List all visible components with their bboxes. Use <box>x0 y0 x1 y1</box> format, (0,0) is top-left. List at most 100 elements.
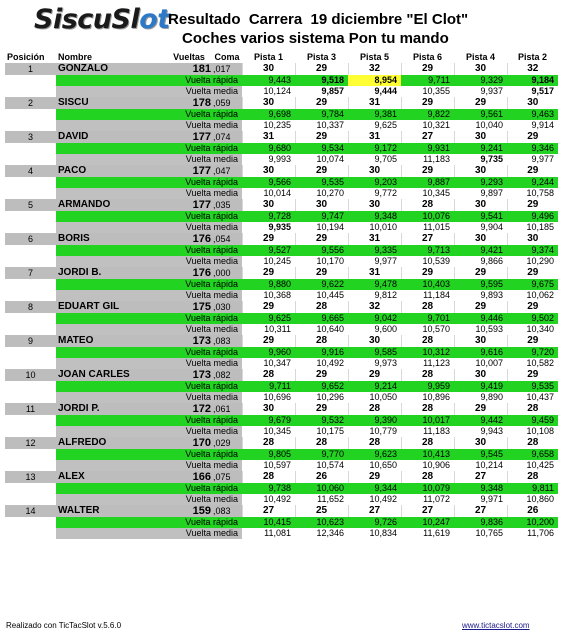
driver-laps-fraction: ,059 <box>212 97 242 109</box>
average-lap-row: Vuelta media 10,368 10,445 9,812 11,184 9,893… <box>5 290 558 301</box>
lane-laps-cell: 28 <box>400 471 454 483</box>
driver-laps-fraction: ,054 <box>212 233 242 245</box>
driver-position: 2 <box>5 97 56 109</box>
driver-laps: 173 <box>166 369 212 381</box>
lane-laps-cell: 30 <box>453 199 507 211</box>
lane-laps-cell: 29 <box>506 335 558 347</box>
average-lap-cell: 10,593 <box>454 324 507 335</box>
average-lap-cell: 9,935 <box>242 222 295 233</box>
driver-position: 8 <box>5 301 56 313</box>
fast-lap-label: Vuelta rápida <box>56 279 242 290</box>
fast-lap-cell: 9,443 <box>242 75 295 86</box>
average-lap-cell: 10,050 <box>348 392 401 403</box>
driver-name: JORDI P. <box>56 403 166 415</box>
row-spacer <box>5 460 56 471</box>
lane-laps-cell: 28 <box>400 403 454 415</box>
fast-lap-cell: 9,711 <box>242 381 295 392</box>
average-lap-cell: 10,765 <box>454 528 507 539</box>
lane-laps-cell: 29 <box>294 97 348 109</box>
footer-link[interactable]: www.tictacslot.com <box>462 621 530 630</box>
average-lap-cell: 10,640 <box>295 324 348 335</box>
driver-laps: 176 <box>166 267 212 279</box>
fast-lap-label: Vuelta rápida <box>56 415 242 426</box>
average-lap-cell: 10,311 <box>242 324 295 335</box>
row-spacer <box>5 279 56 290</box>
fast-lap-cell: 9,675 <box>507 279 558 290</box>
lane-laps-cell: 27 <box>453 505 507 517</box>
fast-lap-cell: 9,887 <box>401 177 454 188</box>
row-spacer <box>5 177 56 188</box>
lane-laps-cell: 28 <box>294 437 348 449</box>
average-lap-row: Vuelta media 10,014 10,270 9,772 10,345 9,897… <box>5 188 558 199</box>
lane-laps-cell: 32 <box>347 301 401 313</box>
fast-lap-label: Vuelta rápida <box>56 347 242 358</box>
driver-row: 14 WALTER 159,083 27 25 27 27 27 26 <box>5 505 558 517</box>
col-header-lane-2: Pista 3 <box>306 52 337 62</box>
lane-laps-cell: 30 <box>453 63 507 75</box>
driver-laps-fraction: ,017 <box>212 63 242 75</box>
fast-lap-cell: 9,348 <box>454 483 507 494</box>
fast-lap-cell: 9,811 <box>507 483 558 494</box>
fast-lap-cell: 10,312 <box>401 347 454 358</box>
driver-row: 2 SISCU 178,059 30 29 31 29 29 30 <box>5 97 558 109</box>
average-lap-row: Vuelta media 10,492 11,652 10,492 11,072 9,97… <box>5 494 558 505</box>
average-lap-cell: 10,347 <box>242 358 295 369</box>
row-spacer <box>5 222 56 233</box>
row-spacer <box>5 483 56 494</box>
driver-laps: 173 <box>166 335 212 347</box>
lane-laps-cell: 29 <box>294 267 348 279</box>
lane-laps-cell: 26 <box>294 471 348 483</box>
lane-laps-cell: 27 <box>400 505 454 517</box>
driver-position: 5 <box>5 199 56 211</box>
average-lap-cell: 9,897 <box>454 188 507 199</box>
average-lap-cell: 10,445 <box>295 290 348 301</box>
lane-laps-cell: 29 <box>294 63 348 75</box>
fast-lap-row: Vuelta rápida 9,960 9,916 9,585 10,312 9,616 9… <box>5 347 558 358</box>
average-lap-cell: 9,772 <box>348 188 401 199</box>
driver-laps: 170 <box>166 437 212 449</box>
average-lap-cell: 10,014 <box>242 188 295 199</box>
lane-laps-cell: 25 <box>294 505 348 517</box>
lane-laps-cell: 29 <box>241 301 295 313</box>
driver-position: 11 <box>5 403 56 415</box>
fast-lap-row: Vuelta rápida 10,415 10,623 9,726 10,247 9,83… <box>5 517 558 528</box>
average-lap-row: Vuelta media 10,347 10,492 9,973 11,123 10,00… <box>5 358 558 369</box>
lane-laps-cell: 30 <box>506 233 558 245</box>
lane-laps-cell: 31 <box>347 131 401 143</box>
driver-laps-fraction: ,030 <box>212 301 242 313</box>
lane-laps-cell: 29 <box>400 97 454 109</box>
driver-laps: 166 <box>166 471 212 483</box>
lane-laps-cell: 29 <box>453 301 507 313</box>
fast-lap-cell: 9,679 <box>242 415 295 426</box>
fast-lap-cell: 9,241 <box>454 143 507 154</box>
fast-lap-cell: 9,335 <box>348 245 401 256</box>
average-lap-cell: 10,860 <box>507 494 558 505</box>
driver-name: ALEX <box>56 471 166 483</box>
fast-lap-row: Vuelta rápida 9,698 9,784 9,381 9,822 9,561 9,… <box>5 109 558 120</box>
fast-lap-cell: 9,960 <box>242 347 295 358</box>
average-lap-cell: 9,914 <box>507 120 558 131</box>
average-lap-label: Vuelta media <box>56 528 242 539</box>
driver-row: 10 JOAN CARLES 173,082 28 29 29 28 30 29 <box>5 369 558 381</box>
lane-laps-cell: 29 <box>400 267 454 279</box>
col-header-lane-1: Pista 1 <box>253 52 284 62</box>
fast-lap-cell: 9,713 <box>401 245 454 256</box>
driver-laps: 178 <box>166 97 212 109</box>
average-lap-cell: 10,175 <box>295 426 348 437</box>
lane-laps-cell: 26 <box>506 505 558 517</box>
fast-lap-cell: 9,665 <box>295 313 348 324</box>
lane-laps-cell: 29 <box>453 97 507 109</box>
average-lap-cell: 10,758 <box>507 188 558 199</box>
driver-name: MATEO <box>56 335 166 347</box>
average-lap-cell: 9,890 <box>454 392 507 403</box>
row-spacer <box>5 528 56 539</box>
fast-lap-cell: 9,805 <box>242 449 295 460</box>
fast-lap-cell: 9,616 <box>454 347 507 358</box>
fast-lap-cell: 9,244 <box>507 177 558 188</box>
driver-row: 6 BORIS 176,054 29 29 31 27 30 30 <box>5 233 558 245</box>
fast-lap-cell: 9,625 <box>242 313 295 324</box>
fast-lap-label: Vuelta rápida <box>56 75 242 86</box>
fast-lap-cell: 10,079 <box>401 483 454 494</box>
fast-lap-cell: 9,698 <box>242 109 295 120</box>
lane-laps-cell: 29 <box>506 301 558 313</box>
